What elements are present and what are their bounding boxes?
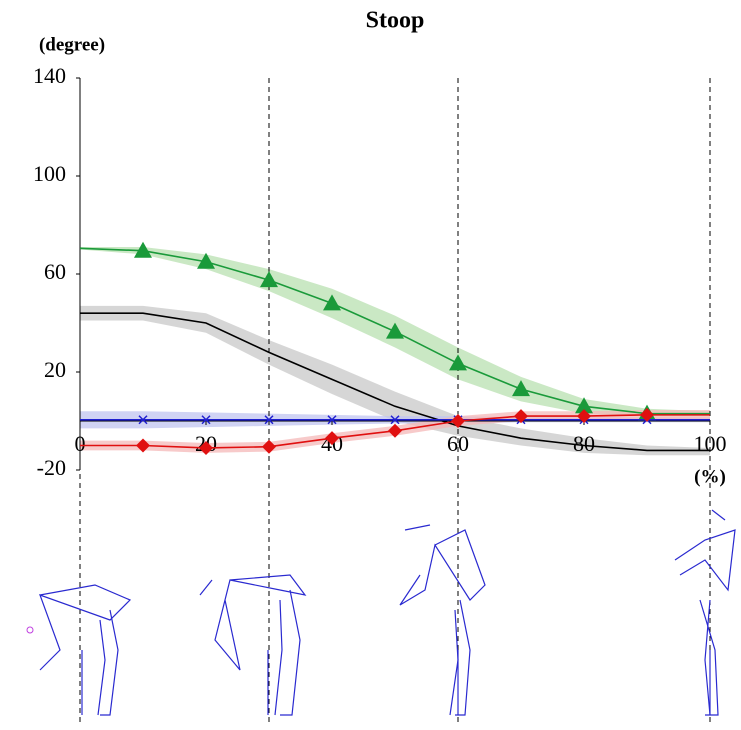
y-tick-label: -20 [37,455,66,480]
figure [98,620,105,715]
chart-title: Stoop [366,8,425,34]
figure [100,610,118,715]
figure [215,575,305,670]
chart: Stoop (degree) (%) -20206010014002040608… [0,0,741,730]
plot-area: -202060100140020406080100 [33,63,727,725]
figure [27,627,33,633]
figure [405,525,430,530]
figure [675,530,735,590]
y-tick-label: 140 [33,63,66,88]
stick-figures [27,510,735,715]
figure [450,610,458,715]
y-axis-label: (degree) [39,34,105,55]
x-tick-label: 80 [573,431,595,456]
figure [712,510,725,520]
y-tick-label: 100 [33,161,66,186]
figure [200,580,212,595]
figure [275,600,282,715]
x-tick-label: 100 [694,431,727,456]
figure [280,590,300,715]
x-tick-label: 60 [447,431,469,456]
figure [400,530,485,605]
y-tick-label: 60 [44,259,66,284]
figure [40,585,130,670]
y-tick-label: 20 [44,357,66,382]
